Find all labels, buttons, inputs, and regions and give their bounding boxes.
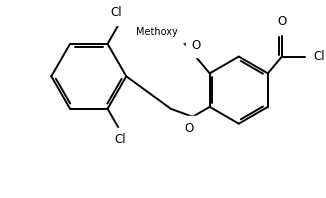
Text: Methoxy: Methoxy xyxy=(136,27,178,37)
Text: O: O xyxy=(277,15,287,28)
Text: O: O xyxy=(184,122,193,135)
Text: Cl: Cl xyxy=(313,50,325,63)
Text: Cl: Cl xyxy=(111,6,122,19)
Text: Cl: Cl xyxy=(114,133,126,147)
Text: O: O xyxy=(191,39,200,52)
